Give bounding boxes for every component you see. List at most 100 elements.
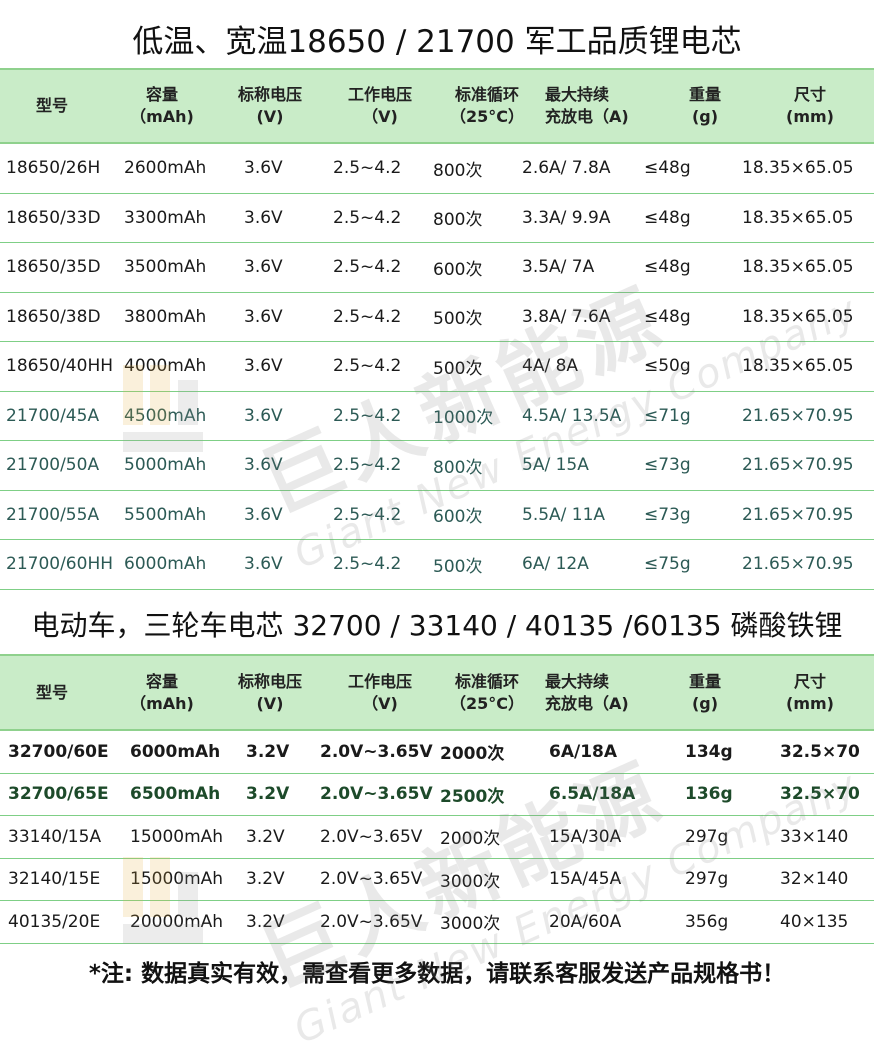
header-working-voltage-unit: （V)	[362, 693, 398, 713]
table-row: 21700/45A 4500mAh 3.6V 2.5~4.2 1000次 4.5A/ 13…	[0, 392, 874, 441]
cell-cycle-life: 800次	[433, 160, 483, 181]
cell-model: 21700/55A	[6, 504, 100, 525]
table-row: 21700/50A 5000mAh 3.6V 2.5~4.2 800次 5A/ 15A ≤7…	[0, 441, 874, 491]
cell-nominal-voltage: 3.6V	[244, 207, 283, 228]
cell-max-current: 6.5A/18A	[549, 784, 636, 805]
cell-capacity: 3500mAh	[124, 257, 207, 278]
cell-capacity: 5000mAh	[124, 455, 207, 476]
cell-capacity: 6000mAh	[124, 554, 207, 575]
header-max-current: 最大持续 充放电（A)	[545, 70, 665, 142]
cell-weight: ≤73g	[644, 455, 691, 476]
cell-cycle-life: 3000次	[440, 914, 501, 935]
cell-size: 32×140	[780, 869, 849, 890]
header-nominal-voltage-label: 标称电压	[237, 85, 302, 104]
cell-nominal-voltage: 3.2V	[246, 911, 285, 932]
cell-nominal-voltage: 3.2V	[246, 784, 290, 805]
cell-working-voltage: 2.5~4.2	[333, 455, 402, 476]
cell-weight: ≤50g	[644, 356, 691, 377]
cell-weight: 356g	[685, 911, 729, 932]
header-model-label: 型号	[35, 96, 68, 115]
header-max-current: 最大持续 充放电（A)	[545, 656, 665, 729]
cell-model: 21700/50A	[6, 455, 100, 476]
header-weight-unit: (g)	[691, 107, 719, 126]
cell-weight: ≤48g	[644, 306, 691, 327]
cell-model: 33140/15A	[8, 826, 102, 847]
header-size-label: 尺寸	[793, 85, 826, 104]
cell-capacity: 3800mAh	[124, 306, 207, 327]
header-size-unit: (mm)	[786, 107, 834, 126]
cell-max-current: 15A/30A	[549, 826, 622, 847]
header-max-current-unit: 充放电（A)	[545, 693, 629, 713]
cell-nominal-voltage: 3.6V	[244, 504, 283, 525]
header-weight-label: 重量	[688, 671, 721, 691]
cell-capacity: 3300mAh	[124, 207, 207, 228]
cell-max-current: 3.8A/ 7.6A	[522, 306, 611, 327]
cell-nominal-voltage: 3.6V	[244, 257, 283, 278]
header-nominal-voltage: 标称电压 (V)	[220, 656, 320, 729]
header-working-voltage: 工作电压 （V)	[330, 70, 430, 142]
header-capacity-label: 容量	[145, 85, 178, 104]
header-size: 尺寸 (mm)	[760, 656, 860, 729]
table-row: 32700/60E 6000mAh 3.2V 2.0V~3.65V 2000次 6A/18…	[0, 731, 874, 774]
cell-cycle-life: 2000次	[440, 829, 501, 850]
header-nominal-voltage: 标称电压 (V)	[220, 70, 320, 142]
cell-nominal-voltage: 3.2V	[246, 869, 285, 890]
cell-max-current: 2.6A/ 7.8A	[522, 158, 611, 179]
cell-weight: ≤48g	[644, 158, 691, 179]
cell-working-voltage: 2.5~4.2	[333, 405, 402, 426]
table-row: 18650/40HH 4000mAh 3.6V 2.5~4.2 500次 4A/ 8A ≤5…	[0, 342, 874, 392]
table-row: 18650/26H 2600mAh 3.6V 2.5~4.2 800次 2.6A/ 7.8…	[0, 144, 874, 194]
table-row: 33140/15A 15000mAh 3.2V 2.0V~3.65V 2000次 15A/…	[0, 816, 874, 859]
cell-weight: ≤48g	[644, 207, 691, 228]
cell-weight: ≤48g	[644, 257, 691, 278]
header-model: 型号	[12, 70, 92, 142]
cell-capacity: 4500mAh	[124, 405, 207, 426]
table-header: 型号 容量 （mAh) 标称电压 (V) 工作电压 （V) 标准循环 （25°C） 最大持续 充放电…	[0, 68, 874, 144]
footnote: *注: 数据真实有效，需查看更多数据，请联系客服发送产品规格书！	[88, 961, 786, 987]
header-size: 尺寸 (mm)	[760, 70, 860, 142]
table-18650-21700: 型号 容量 （mAh) 标称电压 (V) 工作电压 （V) 标准循环 （25°C） 最大持续 充放电…	[0, 68, 874, 590]
cell-size: 18.35×65.05	[742, 207, 854, 228]
cell-working-voltage: 2.5~4.2	[333, 504, 402, 525]
cell-working-voltage: 2.5~4.2	[333, 554, 402, 575]
header-working-voltage-unit: （V)	[362, 107, 398, 126]
title-lifepo4-cells: 电动车，三轮车电芯 32700 / 33140 / 40135 /60135 磷…	[31, 609, 843, 642]
header-max-current-label: 最大持续	[545, 85, 610, 104]
cell-working-voltage: 2.0V~3.65V	[320, 784, 433, 805]
cell-cycle-life: 800次	[433, 457, 483, 478]
cell-cycle-life: 500次	[433, 556, 483, 577]
cell-size: 21.65×70.95	[742, 504, 854, 525]
cell-cycle-life: 1000次	[433, 408, 494, 429]
cell-working-voltage: 2.5~4.2	[333, 158, 402, 179]
cell-model: 18650/35D	[6, 257, 101, 278]
cell-model: 18650/33D	[6, 207, 101, 228]
cell-size: 40×135	[780, 911, 849, 932]
header-working-voltage-label: 工作电压	[347, 85, 412, 104]
cell-working-voltage: 2.5~4.2	[333, 257, 402, 278]
table-row: 18650/33D 3300mAh 3.6V 2.5~4.2 800次 3.3A/ 9.9…	[0, 194, 874, 243]
table-row: 18650/35D 3500mAh 3.6V 2.5~4.2 600次 3.5A/ 7A ≤…	[0, 243, 874, 293]
cell-size: 21.65×70.95	[742, 455, 854, 476]
header-capacity: 容量 （mAh)	[112, 70, 212, 142]
header-weight: 重量 (g)	[670, 70, 740, 142]
cell-model: 18650/26H	[6, 158, 101, 179]
cell-model: 18650/40HH	[6, 356, 114, 377]
cell-size: 18.35×65.05	[742, 356, 854, 377]
cell-model: 32700/60E	[8, 741, 109, 762]
header-cycle-life: 标准循环 （25°C）	[432, 70, 542, 142]
cell-max-current: 3.3A/ 9.9A	[522, 207, 611, 228]
cell-cycle-life: 500次	[433, 309, 483, 330]
cell-model: 18650/38D	[6, 306, 101, 327]
title-18650-21700: 低温、宽温18650 / 21700 军工品质锂电芯	[132, 24, 742, 60]
header-capacity: 容量 （mAh)	[112, 656, 212, 729]
cell-cycle-life: 3000次	[440, 871, 501, 892]
cell-weight: 134g	[685, 741, 733, 762]
cell-working-voltage: 2.0V~3.65V	[320, 869, 423, 890]
cell-weight: 297g	[685, 869, 729, 890]
cell-model: 21700/60HH	[6, 554, 114, 575]
cell-capacity: 15000mAh	[130, 826, 224, 847]
table-lifepo4: 型号 容量 （mAh) 标称电压 (V) 工作电压 （V) 标准循环 （25°C） 最大持续 充放电…	[0, 654, 874, 944]
cell-cycle-life: 500次	[433, 358, 483, 379]
cell-model: 32700/65E	[8, 784, 109, 805]
cell-working-voltage: 2.5~4.2	[333, 207, 402, 228]
